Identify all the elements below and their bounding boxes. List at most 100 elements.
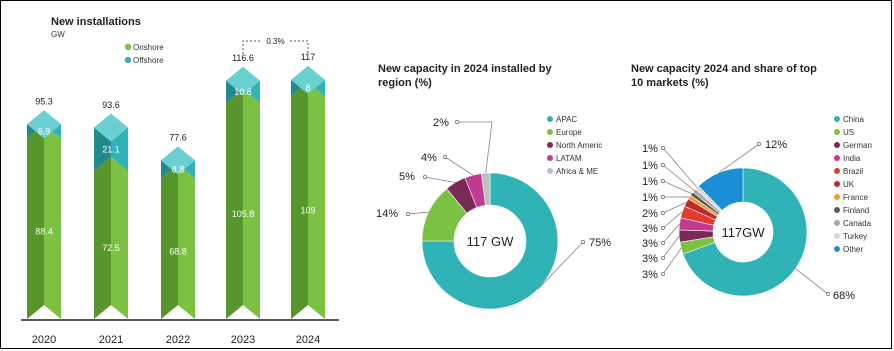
legend-label: Europe bbox=[556, 128, 582, 137]
onshore-bar-face-right bbox=[178, 164, 195, 319]
value-label: 3% bbox=[642, 238, 658, 250]
bar-2020: 88.4 6.9 95.3 2020 bbox=[27, 96, 61, 346]
onshore-bar-face-left bbox=[94, 156, 111, 319]
legend-label: North Americ bbox=[556, 141, 602, 150]
leader-line bbox=[457, 121, 493, 174]
value-label: 1% bbox=[642, 143, 658, 155]
leader-dot bbox=[826, 292, 830, 296]
leader-dot bbox=[406, 212, 410, 216]
offshore-value-label: 8 bbox=[305, 83, 310, 93]
leader-line bbox=[718, 143, 760, 174]
legend-swatch bbox=[547, 116, 553, 122]
value-label: 2% bbox=[642, 208, 658, 220]
offshore-value-label: 21.1 bbox=[102, 144, 120, 154]
legend-swatch bbox=[834, 129, 840, 135]
leader-dot bbox=[661, 179, 665, 183]
donut-title-line: New capacity in 2024 installed by bbox=[378, 63, 553, 75]
donut-title-line: region (%) bbox=[378, 77, 432, 89]
onshore-bar-face-right bbox=[111, 156, 128, 319]
leader-dot bbox=[661, 272, 665, 276]
total-value-label: 95.3 bbox=[35, 96, 53, 106]
legend-swatch bbox=[834, 142, 840, 148]
donut-center-label: 117GW bbox=[721, 225, 765, 240]
value-label: 14% bbox=[376, 208, 398, 220]
legend-swatch bbox=[834, 194, 840, 200]
total-value-label: 93.6 bbox=[102, 100, 120, 110]
bar-2024: 109 8 117 2024 bbox=[291, 52, 325, 346]
legend-label: Africa & ME bbox=[556, 167, 598, 176]
growth-label-bg bbox=[261, 35, 290, 47]
legend-swatch bbox=[547, 168, 553, 174]
offshore-value-label: 6.9 bbox=[38, 126, 51, 136]
leader-line bbox=[662, 235, 680, 259]
x-tick-label: 2020 bbox=[32, 334, 56, 346]
x-tick-label: 2024 bbox=[296, 334, 320, 346]
legend-swatch bbox=[834, 220, 840, 226]
legend-label-onshore: Onshore bbox=[133, 43, 164, 52]
leader-dot bbox=[661, 195, 665, 199]
x-tick-label: 2021 bbox=[99, 334, 123, 346]
offshore-value-label: 8.8 bbox=[172, 164, 185, 174]
growth-annotation: 0.3% bbox=[266, 37, 284, 46]
value-label: 1% bbox=[642, 192, 658, 204]
bar-top-cap bbox=[94, 113, 128, 142]
leader-line bbox=[444, 156, 474, 176]
legend-label: Finland bbox=[843, 206, 869, 215]
total-value-label: 77.6 bbox=[169, 132, 187, 142]
legend-label: APAC bbox=[556, 115, 577, 124]
value-label: 75% bbox=[589, 237, 611, 249]
onshore-bar-face-right bbox=[308, 82, 325, 319]
leader-line bbox=[537, 241, 584, 290]
bar-top-cap bbox=[27, 110, 61, 139]
bar-top-cap bbox=[291, 66, 325, 94]
legend-swatch bbox=[547, 129, 553, 135]
value-label: 68% bbox=[833, 290, 855, 302]
leader-dot bbox=[661, 146, 665, 150]
legend-label: German bbox=[843, 141, 872, 150]
leader-dot bbox=[455, 120, 459, 124]
installations-bar-chart: New installations GW Onshore Offshore 88.4 6.… bbox=[21, 16, 339, 346]
donut-title-line: New capacity 2024 and share of top bbox=[631, 63, 817, 75]
legend-swatch bbox=[834, 168, 840, 174]
donut-slice bbox=[698, 167, 744, 211]
value-label: 5% bbox=[399, 171, 415, 183]
onshore-value-label: 105.8 bbox=[232, 209, 255, 219]
onshore-value-label: 88.4 bbox=[35, 227, 53, 237]
bar-chart-title: New installations bbox=[51, 16, 141, 28]
onshore-bar-face-left bbox=[226, 88, 243, 319]
leader-dot bbox=[757, 142, 761, 146]
donut-slice bbox=[421, 172, 559, 310]
legend-label: France bbox=[843, 193, 868, 202]
value-label: 2% bbox=[433, 117, 449, 129]
bar-2021: 72.5 21.1 93.6 2021 bbox=[94, 100, 128, 346]
onshore-value-label: 109 bbox=[300, 206, 315, 216]
bar-top-cap bbox=[226, 66, 260, 95]
leader-line bbox=[662, 147, 698, 188]
x-tick-label: 2023 bbox=[231, 334, 255, 346]
legend-label: Canada bbox=[843, 219, 872, 228]
leader-line bbox=[662, 202, 687, 214]
legend-label: UK bbox=[843, 180, 855, 189]
offshore-value-label: 10.8 bbox=[234, 87, 252, 97]
onshore-value-label: 68.8 bbox=[169, 247, 187, 257]
leader-dot bbox=[661, 211, 665, 215]
legend-swatch-onshore bbox=[124, 43, 132, 51]
bar-2022: 68.8 8.8 77.6 2022 bbox=[161, 132, 195, 346]
x-tick-label: 2022 bbox=[166, 334, 190, 346]
markets-donut-chart: New capacity 2024 and share of top 10 mar… bbox=[631, 63, 872, 302]
legend-swatch-offshore bbox=[124, 56, 132, 64]
leader-dot bbox=[661, 163, 665, 167]
donut-slice bbox=[682, 167, 808, 297]
total-value-label: 116.6 bbox=[232, 53, 254, 63]
region-donut-chart: New capacity in 2024 installed by region … bbox=[376, 63, 611, 310]
bar-2023: 105.8 10.8 116.6 2023 bbox=[226, 53, 260, 346]
leader-dot bbox=[423, 175, 427, 179]
leader-line bbox=[662, 211, 683, 229]
legend-swatch bbox=[834, 207, 840, 213]
value-label: 12% bbox=[765, 139, 787, 151]
onshore-bar-face-left bbox=[291, 82, 308, 319]
onshore-bar-face-left bbox=[27, 124, 44, 319]
leader-line bbox=[407, 211, 429, 215]
bar-chart-unit: GW bbox=[51, 30, 65, 39]
leader-line bbox=[795, 268, 829, 295]
